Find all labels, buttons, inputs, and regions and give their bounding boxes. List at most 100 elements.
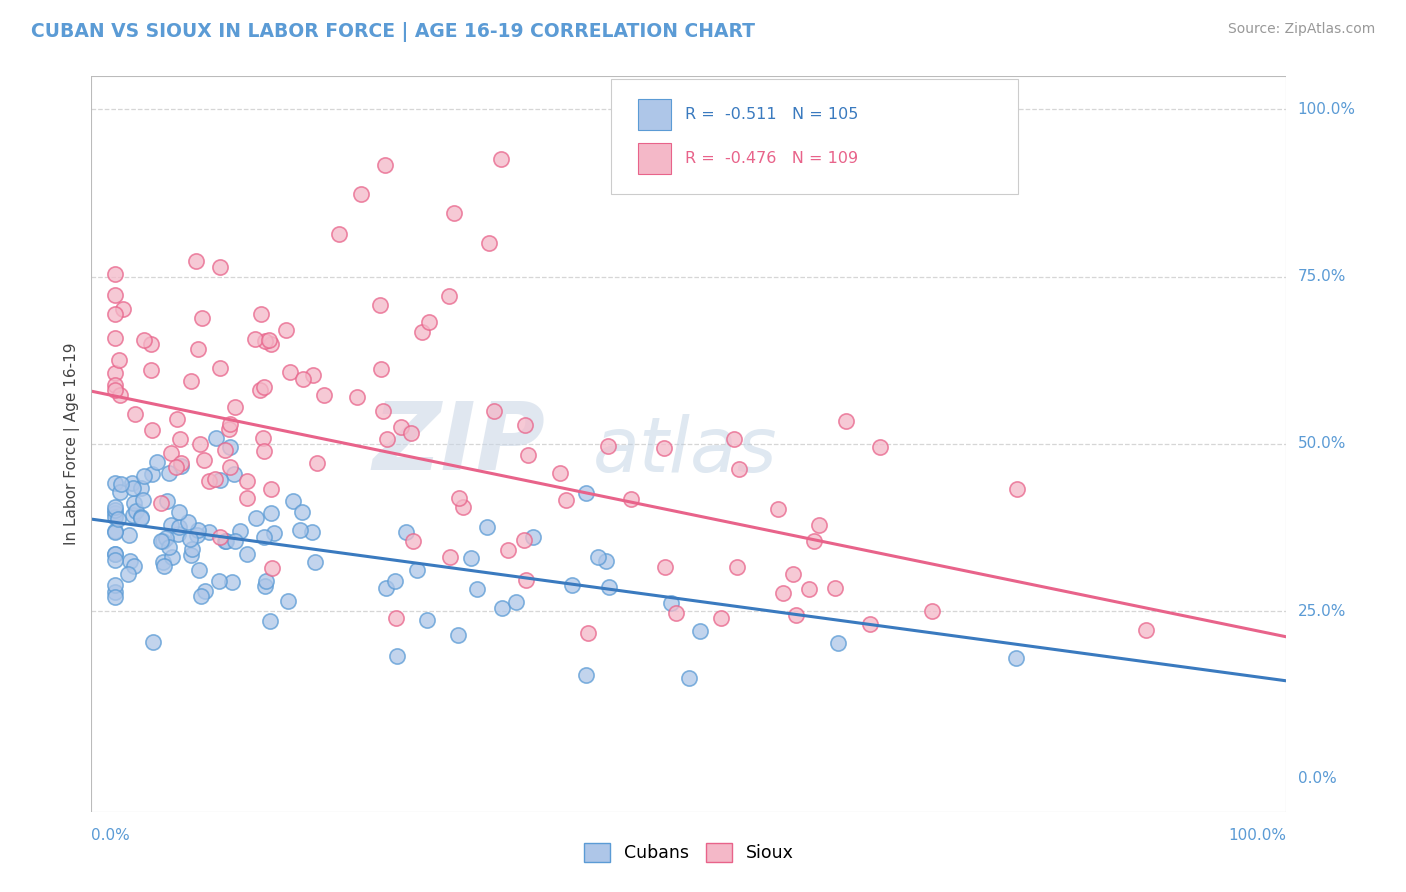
Point (214, 533, 236, 548)
Point (288, 523, 311, 537)
Point (301, 525, 323, 540)
Point (259, 614, 281, 628)
Text: 25.0%: 25.0% (1298, 604, 1346, 618)
Point (243, 332, 266, 346)
Point (835, 414, 858, 428)
Point (156, 494, 179, 508)
Point (208, 530, 231, 544)
Point (104, 506, 127, 520)
Point (395, 525, 418, 540)
Point (465, 582, 488, 596)
Point (439, 288, 461, 302)
Point (249, 383, 271, 397)
Point (104, 267, 127, 281)
Point (291, 505, 314, 519)
Point (104, 509, 127, 524)
Point (405, 563, 427, 577)
Text: 75.0%: 75.0% (1298, 269, 1346, 284)
Point (260, 506, 283, 520)
Point (236, 491, 259, 505)
Point (157, 540, 180, 554)
Point (104, 288, 127, 302)
Point (654, 560, 676, 574)
Point (110, 387, 132, 401)
Point (371, 404, 394, 418)
Point (370, 362, 392, 376)
Point (652, 441, 675, 455)
Text: ZIP: ZIP (373, 398, 546, 490)
Point (253, 380, 276, 394)
Point (104, 590, 127, 604)
Text: 0.0%: 0.0% (1298, 771, 1336, 786)
Point (108, 484, 131, 499)
Point (204, 472, 226, 486)
Point (229, 524, 252, 538)
Point (107, 511, 129, 525)
Point (496, 542, 519, 557)
Point (305, 456, 328, 470)
Point (122, 481, 145, 495)
Point (142, 634, 165, 648)
Point (401, 426, 423, 441)
Point (574, 486, 596, 500)
Point (104, 524, 127, 539)
FancyBboxPatch shape (612, 79, 1018, 194)
Point (921, 604, 943, 618)
Point (170, 459, 193, 474)
Point (159, 446, 181, 460)
Text: Source: ZipAtlas.com: Source: ZipAtlas.com (1227, 22, 1375, 37)
FancyBboxPatch shape (637, 144, 671, 174)
Point (139, 362, 162, 376)
Point (595, 554, 617, 568)
Point (149, 533, 172, 548)
Y-axis label: In Labor Force | Age 16-19: In Labor Force | Age 16-19 (65, 343, 80, 545)
Text: atlas: atlas (593, 414, 778, 488)
Point (766, 501, 789, 516)
Point (181, 541, 204, 556)
Point (124, 407, 146, 421)
Point (180, 375, 202, 389)
Point (725, 560, 748, 574)
Point (146, 455, 169, 469)
Point (104, 377, 127, 392)
Point (104, 553, 127, 567)
Point (209, 360, 232, 375)
Point (505, 595, 527, 609)
Point (389, 420, 412, 434)
Point (384, 611, 406, 625)
Point (515, 573, 537, 587)
Point (167, 527, 190, 541)
Point (104, 503, 127, 517)
Point (276, 323, 298, 337)
Point (482, 404, 505, 418)
Point (385, 648, 408, 663)
Point (117, 567, 139, 582)
Point (134, 333, 156, 347)
Point (561, 577, 583, 591)
Point (214, 442, 236, 457)
Point (260, 483, 283, 497)
Point (179, 532, 201, 546)
Text: 50.0%: 50.0% (1298, 436, 1346, 451)
Point (728, 462, 751, 476)
Point (491, 152, 513, 166)
Point (219, 441, 242, 455)
Point (215, 533, 238, 548)
Point (110, 477, 132, 491)
Point (169, 432, 191, 446)
Point (384, 574, 406, 588)
Point (112, 301, 135, 316)
Point (205, 431, 228, 445)
Point (121, 508, 143, 522)
Point (328, 227, 350, 241)
Point (198, 474, 221, 488)
FancyBboxPatch shape (637, 99, 671, 129)
Point (188, 437, 211, 451)
Point (375, 432, 398, 446)
Point (252, 431, 274, 445)
Point (104, 500, 127, 514)
Point (304, 555, 326, 569)
Point (665, 606, 688, 620)
Point (208, 574, 231, 589)
Point (659, 596, 682, 610)
